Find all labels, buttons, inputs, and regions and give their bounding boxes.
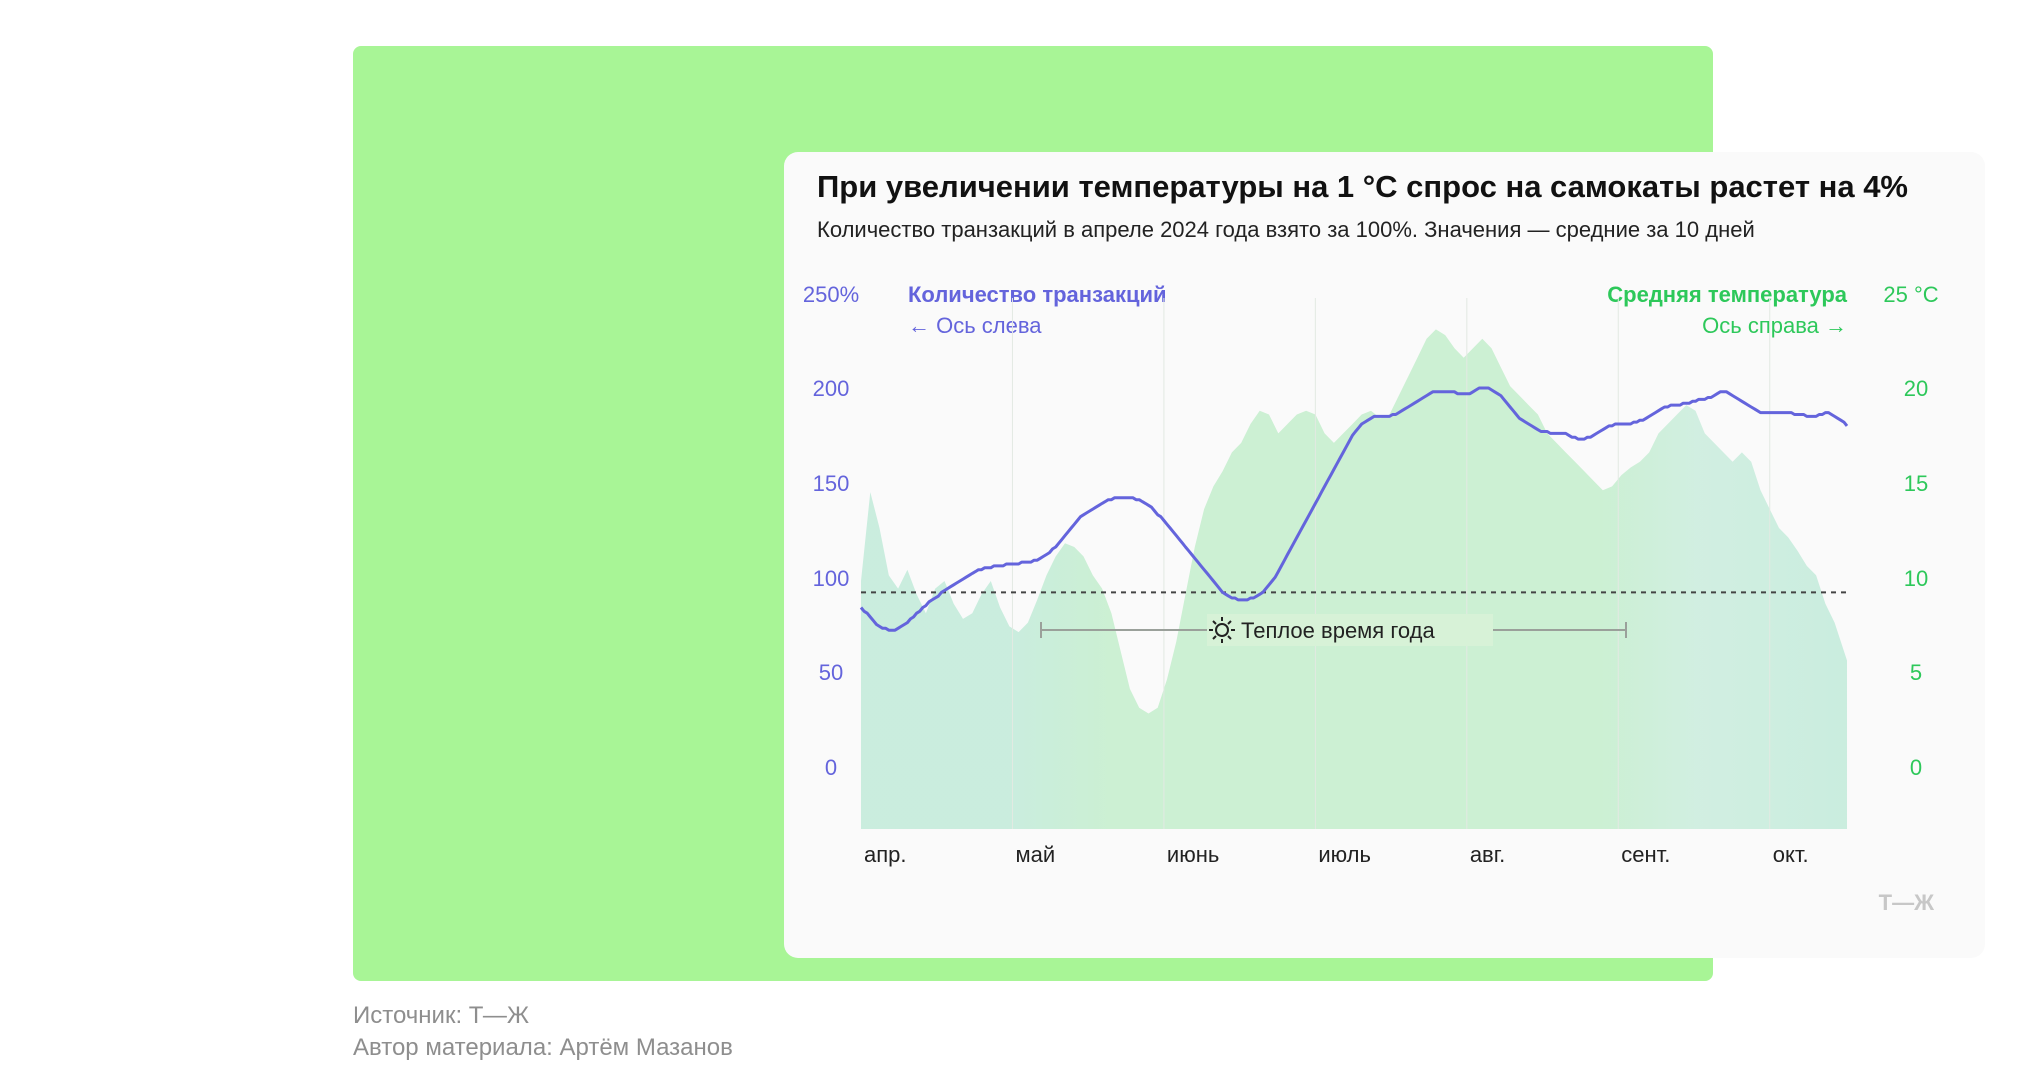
legend-right-axis-note: Ось справа →	[1702, 313, 1847, 338]
transactions-line	[859, 386, 1849, 632]
y-left-tick: 200	[813, 376, 850, 401]
y-right-ticks: 25 °C 20 15 10 5 0	[1883, 282, 1938, 780]
warm-season-annotation: Теплое время года	[1040, 614, 1627, 646]
y-left-tick: 50	[819, 660, 843, 685]
x-month-label: июль	[1318, 842, 1371, 867]
y-left-ticks: 250% 200 150 100 50 0	[803, 282, 859, 780]
x-month-label: авг.	[1470, 842, 1505, 867]
chart-title: При увеличении температуры на 1 °C спрос…	[817, 169, 1908, 204]
tzh-logo: Т—Ж	[1879, 890, 1934, 915]
y-right-tick: 15	[1904, 471, 1928, 496]
y-right-tick: 10	[1904, 566, 1928, 591]
y-left-tick: 0	[825, 755, 837, 780]
green-frame: При увеличении температуры на 1 °C спрос…	[353, 46, 1985, 981]
chart-card: При увеличении температуры на 1 °C спрос…	[784, 152, 1985, 958]
y-left-tick: 100	[813, 566, 850, 591]
legend-temperature: Средняя температура	[1607, 282, 1847, 307]
x-month-label: окт.	[1773, 842, 1809, 867]
y-left-tick: 250%	[803, 282, 859, 307]
warm-season-label: Теплое время года	[1241, 618, 1435, 643]
y-right-tick: 0	[1910, 755, 1922, 780]
chart-svg: При увеличении температуры на 1 °C спрос…	[803, 169, 1939, 915]
x-month-label: май	[1015, 842, 1055, 867]
y-right-tick: 20	[1904, 376, 1928, 401]
legend-transactions: Количество транзакций	[908, 282, 1167, 307]
y-right-tick: 5	[1910, 660, 1922, 685]
x-month-label: апр.	[864, 842, 907, 867]
footer: Источник: Т—Ж Автор материала: Артём Маз…	[353, 1000, 733, 1064]
warm-season-label-bg	[1207, 614, 1493, 646]
sun-icon	[1209, 617, 1235, 643]
x-month-label: июнь	[1167, 842, 1219, 867]
chart-subtitle: Количество транзакций в апреле 2024 года…	[817, 217, 1755, 242]
x-month-label: сент.	[1621, 842, 1670, 867]
x-axis-months: апр. май июнь июль авг. сент. окт.	[864, 842, 1809, 867]
y-left-tick: 150	[813, 471, 850, 496]
footer-author: Автор материала: Артём Мазанов	[353, 1034, 733, 1061]
y-right-tick: 25 °C	[1883, 282, 1938, 307]
plot-area	[859, 298, 1849, 829]
footer-source: Источник: Т—Ж	[353, 1002, 530, 1029]
legend-left-axis-note: ← Ось слева	[908, 313, 1042, 338]
temperature-area	[861, 329, 1847, 829]
